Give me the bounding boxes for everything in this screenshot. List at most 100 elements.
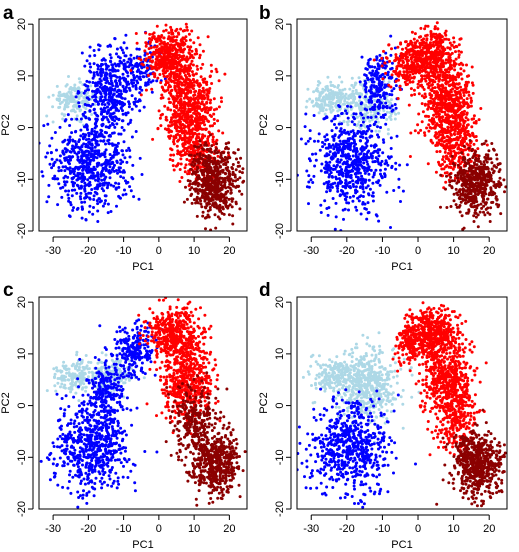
data-point — [214, 67, 218, 71]
data-point — [83, 196, 87, 200]
data-point — [232, 151, 236, 155]
data-point — [325, 115, 329, 119]
data-point — [223, 72, 227, 76]
data-point — [213, 156, 217, 160]
data-point — [356, 131, 359, 135]
data-point — [447, 38, 451, 42]
data-point — [209, 63, 213, 67]
data-point — [196, 148, 200, 152]
data-point — [163, 104, 167, 108]
data-point — [139, 58, 143, 62]
data-point — [174, 99, 178, 103]
data-point — [140, 88, 144, 92]
data-point — [335, 94, 339, 98]
data-point — [96, 171, 100, 175]
y-tick-label: 0 — [16, 125, 28, 131]
data-point — [90, 113, 94, 116]
data-point — [71, 138, 75, 142]
data-point — [92, 73, 96, 77]
data-point — [201, 154, 205, 157]
data-point — [323, 199, 327, 203]
data-point — [185, 114, 188, 118]
data-point — [353, 97, 357, 101]
data-point — [344, 198, 348, 202]
data-point — [111, 101, 115, 105]
data-point — [70, 147, 74, 151]
data-point — [169, 134, 173, 138]
data-point — [228, 203, 232, 207]
data-point — [315, 98, 319, 102]
data-point — [358, 195, 362, 199]
data-point — [344, 155, 348, 159]
data-point — [121, 193, 125, 197]
data-point — [203, 123, 207, 127]
data-point — [165, 46, 168, 50]
data-point — [169, 118, 173, 122]
data-point — [384, 159, 388, 163]
data-point — [416, 62, 419, 66]
data-point — [59, 169, 63, 172]
data-point — [219, 96, 223, 100]
data-point — [94, 117, 98, 121]
data-point — [103, 103, 107, 107]
data-point — [382, 94, 386, 97]
data-point — [223, 155, 227, 159]
data-point — [383, 113, 387, 117]
data-point — [124, 192, 128, 196]
data-point — [324, 108, 328, 112]
data-point — [393, 59, 397, 63]
data-point — [389, 226, 392, 229]
data-point — [168, 120, 172, 124]
data-point — [354, 172, 358, 176]
data-point — [214, 164, 218, 168]
data-point — [311, 152, 314, 156]
data-point — [323, 142, 327, 146]
data-point — [148, 51, 152, 55]
data-point — [404, 40, 407, 44]
data-point — [120, 101, 124, 104]
data-point — [417, 68, 421, 72]
data-point — [178, 72, 182, 76]
data-point — [318, 91, 322, 95]
data-point — [205, 106, 209, 110]
data-point — [358, 99, 362, 103]
data-point — [191, 134, 195, 138]
data-point — [146, 80, 150, 84]
data-point — [104, 115, 108, 119]
data-point — [164, 115, 168, 119]
data-point — [386, 128, 390, 131]
data-point — [226, 185, 230, 189]
data-point — [201, 86, 205, 90]
data-point — [331, 135, 335, 139]
data-point — [122, 140, 126, 144]
data-point — [173, 81, 177, 85]
data-point — [429, 32, 433, 36]
data-point — [191, 78, 195, 82]
data-point — [212, 112, 216, 116]
data-point — [103, 194, 107, 198]
data-point — [113, 163, 116, 167]
data-point — [231, 163, 235, 166]
data-point — [435, 21, 439, 25]
data-point — [174, 78, 178, 82]
data-point — [106, 118, 110, 122]
data-point — [86, 153, 90, 157]
data-point — [369, 134, 373, 138]
data-point — [101, 70, 105, 74]
data-point — [172, 65, 176, 69]
data-point — [200, 118, 204, 122]
data-point — [317, 96, 321, 100]
data-point — [109, 106, 113, 110]
data-point — [192, 97, 196, 101]
data-point — [204, 192, 208, 196]
x-tick-label: -20 — [80, 245, 96, 257]
data-point — [170, 56, 174, 60]
data-point — [354, 167, 358, 171]
data-point — [333, 123, 336, 126]
data-point — [191, 160, 195, 164]
data-point — [172, 153, 176, 157]
data-point — [83, 83, 87, 87]
data-point — [196, 201, 200, 205]
data-point — [159, 59, 163, 62]
data-point — [198, 115, 202, 119]
